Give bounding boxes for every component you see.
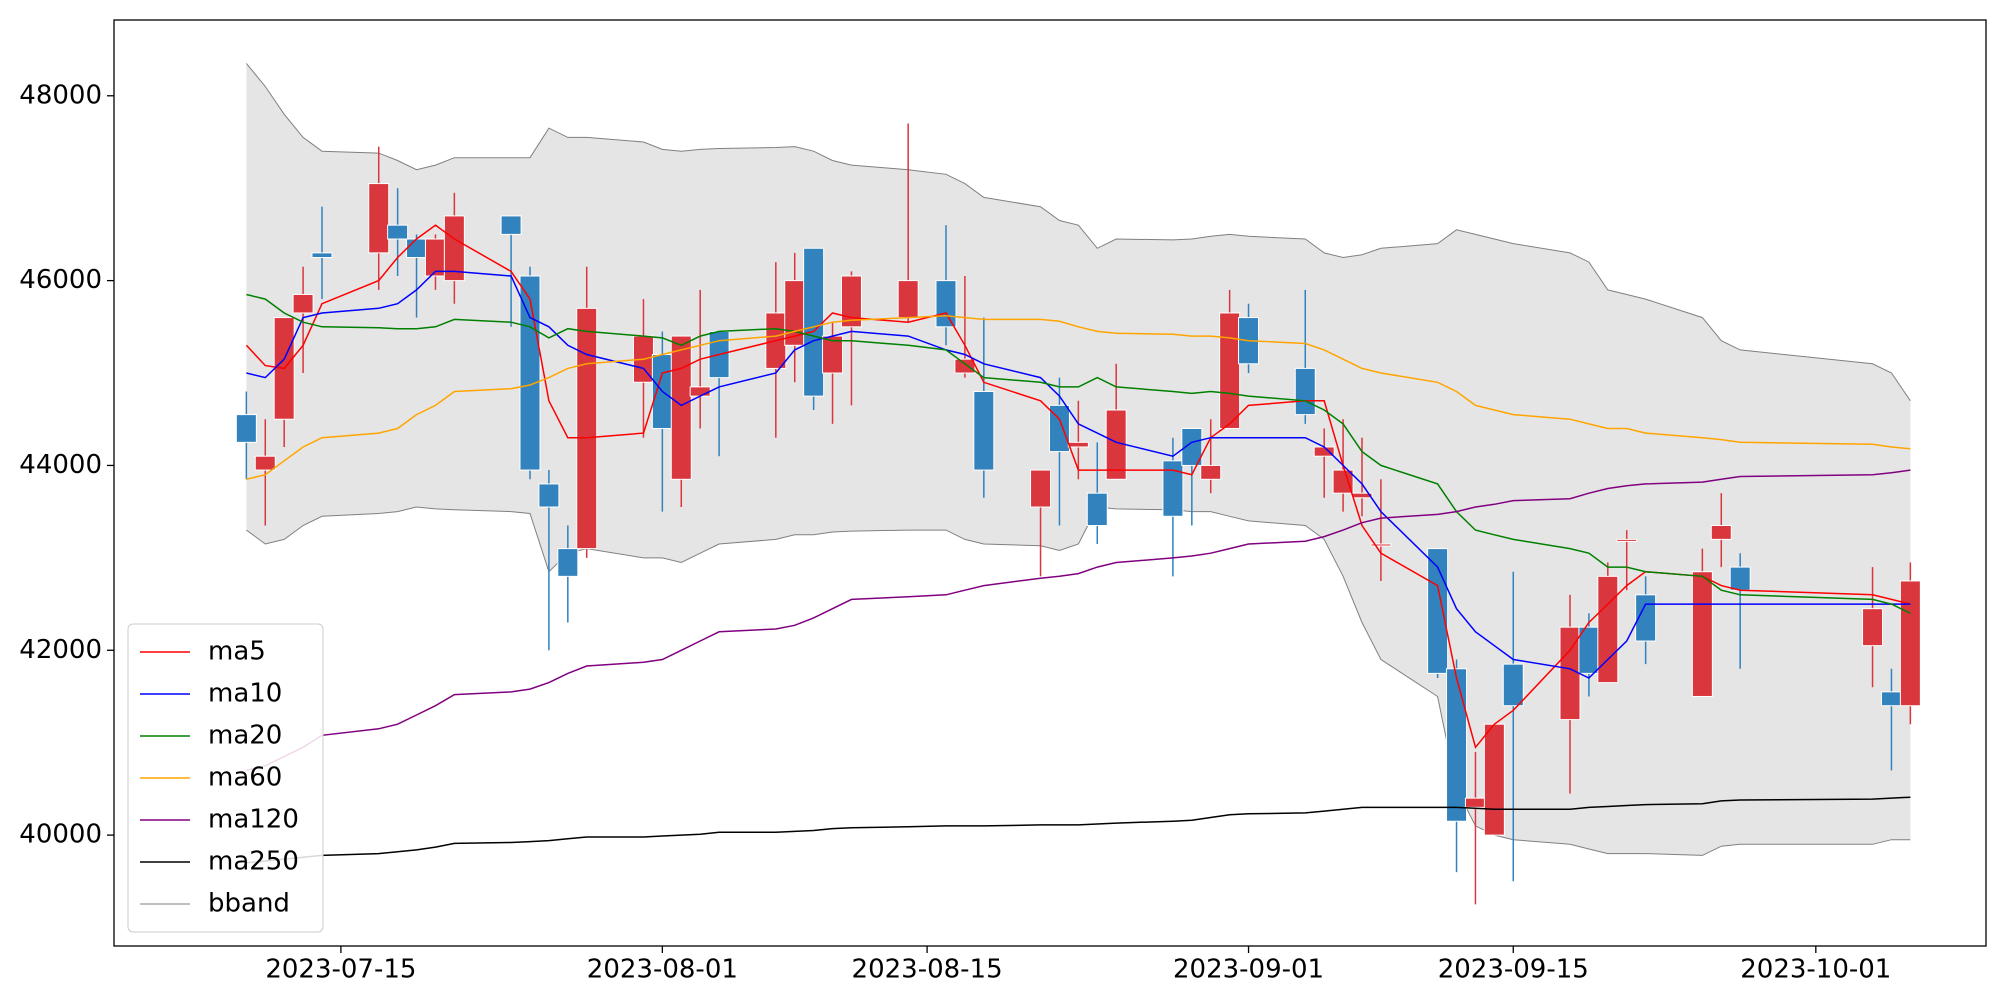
ma-line [246, 270, 1911, 679]
candle-body [406, 238, 428, 259]
candle-body [519, 275, 541, 471]
candle-body [1219, 312, 1241, 429]
candle-body [897, 280, 919, 319]
candle-body [1635, 594, 1657, 642]
x-tick-label: 2023-09-01 [1173, 955, 1324, 985]
candle-body [689, 386, 711, 397]
legend-label: ma120 [208, 805, 299, 835]
y-tick-label: 40000 [19, 820, 102, 850]
plot-frame [113, 19, 1987, 947]
x-tick-label: 2023-10-01 [1740, 955, 1891, 985]
candle-body [292, 293, 314, 314]
ma-line [245, 224, 1911, 749]
y-tick-label: 44000 [19, 450, 102, 480]
candle-body [803, 247, 825, 397]
candle-body [1332, 469, 1354, 494]
plot [235, 63, 1921, 905]
candle-body [254, 455, 276, 471]
candle-body [1200, 464, 1222, 480]
candle-body [935, 280, 957, 328]
candle-body [1294, 367, 1316, 416]
candle-body [1710, 525, 1732, 540]
candle-body [840, 275, 862, 328]
x-tick-label: 2023-08-01 [587, 955, 738, 985]
ma-line [246, 469, 1911, 772]
candle-body [1067, 441, 1089, 448]
x-tick-label: 2023-08-15 [852, 955, 1003, 985]
legend-label: ma60 [208, 763, 282, 793]
candle-body [1370, 543, 1392, 547]
candle-body [954, 358, 976, 374]
ma-line [246, 293, 1911, 614]
candle-body [1502, 663, 1524, 707]
legend-label: ma250 [208, 847, 299, 877]
candle-body [1048, 404, 1070, 453]
y-tick-label: 46000 [19, 265, 102, 295]
ma-line [246, 796, 1911, 864]
candle-body [1691, 571, 1713, 697]
band-lower [246, 506, 1911, 856]
candle-body [1030, 469, 1052, 508]
candle-body [387, 224, 409, 240]
candle-body [1483, 723, 1505, 836]
candle-body [1729, 566, 1751, 591]
candle-body [973, 391, 995, 471]
legend-label: ma10 [208, 679, 282, 709]
legend-label: bband [208, 889, 290, 919]
candle-body [500, 215, 522, 235]
candle-body [1899, 580, 1921, 707]
candle-body [1464, 797, 1486, 808]
candle-body [235, 414, 257, 443]
y-tick-label: 42000 [19, 635, 102, 665]
band-upper [246, 63, 1911, 402]
candle-body [424, 238, 446, 277]
x-tick-label: 2023-07-15 [265, 955, 416, 985]
candle-body [443, 215, 465, 282]
legend-box [127, 623, 324, 933]
candle-body [822, 335, 844, 374]
y-tick-label: 48000 [19, 80, 102, 110]
candle-body [1616, 538, 1638, 542]
candle-body [1862, 608, 1884, 647]
candle-body [576, 307, 598, 550]
candle-body [1446, 668, 1468, 822]
candle-body [1880, 691, 1902, 707]
candle-body [1597, 575, 1619, 684]
candle-body [670, 335, 692, 480]
candle-body [1086, 492, 1108, 527]
ma-line [246, 314, 1911, 481]
candle-body [557, 548, 579, 577]
legend-label: ma20 [208, 721, 282, 751]
candle-body [538, 483, 560, 508]
legend-label: ma5 [208, 637, 266, 667]
x-tick-label: 2023-09-15 [1438, 955, 1589, 985]
candle-body [1162, 460, 1184, 517]
candle-body [1181, 427, 1203, 466]
candle-body [311, 252, 333, 259]
candle-body [368, 183, 390, 254]
